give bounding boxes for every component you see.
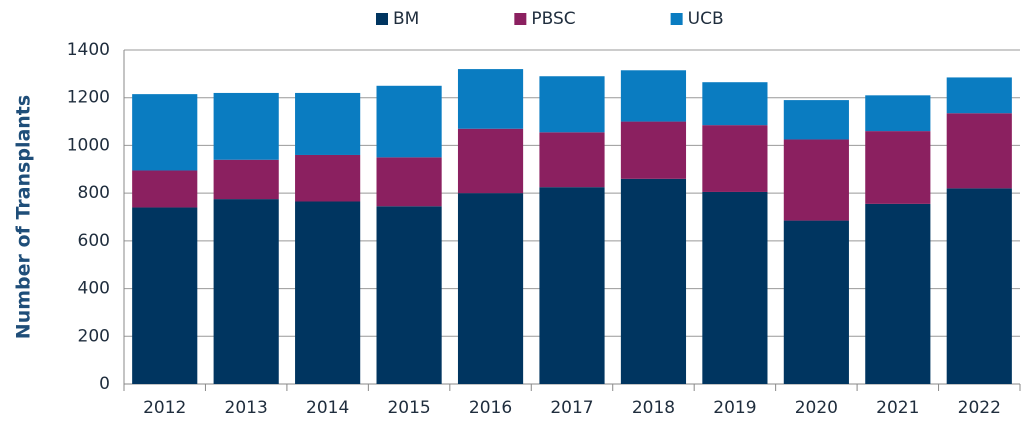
bar-segment [132, 94, 198, 171]
bar-segment [865, 131, 931, 204]
legend-swatch [670, 13, 683, 25]
x-tick-label: 2017 [550, 398, 593, 418]
y-tick-label: 1400 [67, 40, 110, 60]
bar-segment [376, 157, 442, 207]
x-tick-label: 2022 [958, 398, 1001, 418]
bar-segment [783, 139, 849, 221]
bar-segment [865, 203, 931, 384]
y-tick-label: 0 [99, 374, 110, 394]
legend-swatch [514, 13, 527, 25]
x-tick-label: 2012 [143, 398, 186, 418]
legend-label: BM [393, 9, 419, 29]
bar-segment [376, 206, 442, 384]
bar-segment [132, 170, 198, 208]
bar-segment [376, 85, 442, 158]
x-tick-label: 2013 [225, 398, 268, 418]
bar-segment [295, 154, 361, 202]
bar-segment [213, 92, 279, 160]
x-tick-label: 2021 [876, 398, 919, 418]
bar-segment [702, 125, 768, 192]
x-tick-label: 2020 [795, 398, 838, 418]
y-tick-label: 600 [78, 231, 110, 251]
bar-segment [457, 69, 524, 129]
bar-segment [213, 159, 279, 200]
bar-segment [295, 92, 361, 155]
bar-segment [865, 95, 931, 132]
x-tick-label: 2018 [632, 398, 675, 418]
bar-segment [702, 191, 768, 384]
legend-label: PBSC [531, 9, 575, 29]
bar-segment [457, 193, 524, 384]
y-tick-label: 400 [78, 279, 110, 299]
y-tick-label: 800 [78, 183, 110, 203]
bar-segment [620, 70, 687, 122]
bar-segment [783, 100, 849, 140]
bar-segment [539, 76, 605, 133]
y-axis-label: Number of Transplants [13, 95, 35, 339]
bar-segment [702, 82, 768, 126]
bar-segment [213, 199, 279, 384]
x-tick-label: 2014 [306, 398, 349, 418]
bar-segment [946, 113, 1012, 189]
bar-segment [132, 207, 198, 384]
x-tick-label: 2019 [713, 398, 756, 418]
bar-segment [783, 220, 849, 384]
legend-swatch [376, 13, 388, 25]
bar-segment [539, 132, 605, 188]
y-tick-label: 200 [78, 326, 110, 346]
bar-segment [946, 188, 1012, 384]
bar-segment [295, 201, 361, 384]
bar-segment [620, 178, 687, 384]
bar-segment [457, 128, 524, 194]
y-tick-label: 1000 [67, 135, 110, 155]
y-tick-label: 1200 [67, 88, 110, 108]
x-tick-label: 2015 [387, 398, 430, 418]
legend-label: UCB [688, 9, 724, 29]
x-tick-label: 2016 [469, 398, 512, 418]
bar-segment [946, 77, 1012, 114]
bar-segment [539, 187, 605, 384]
bar-segment [620, 121, 687, 179]
